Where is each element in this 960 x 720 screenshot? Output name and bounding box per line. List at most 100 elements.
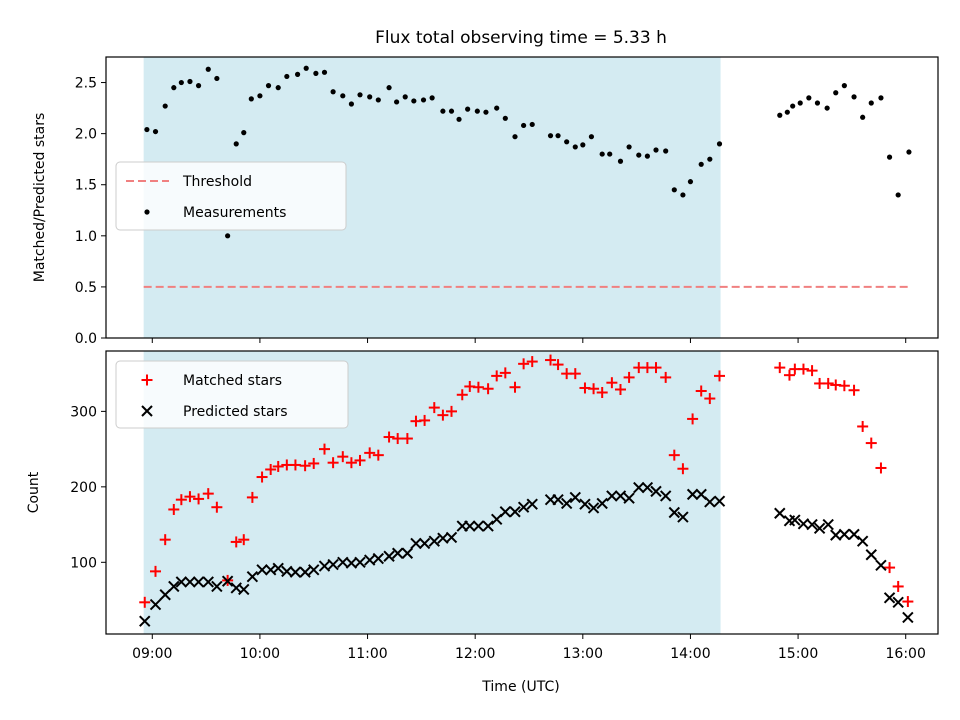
measurement-point	[440, 108, 446, 114]
y-tick-label: 0.5	[75, 280, 97, 296]
matched-star-point	[230, 536, 242, 548]
y-axis-label: Matched/Predicted stars	[32, 113, 48, 283]
matched-star-point	[318, 443, 330, 455]
matched-star-point	[401, 433, 413, 445]
cross-stroke	[401, 547, 414, 559]
predicted-star-point	[596, 497, 608, 510]
matched-star-point	[552, 359, 564, 371]
cross-stroke	[677, 511, 689, 523]
cross-stroke	[256, 564, 268, 576]
predicted-star-point	[410, 537, 422, 550]
measurement-point	[171, 85, 177, 91]
cross-stroke	[139, 615, 151, 627]
measurement-point	[636, 152, 642, 158]
predicted-star-point	[813, 522, 826, 535]
matched-star-point	[884, 562, 896, 574]
measurement-point	[465, 106, 471, 112]
predicted-star-point	[526, 498, 538, 510]
matched-star-point	[211, 501, 223, 513]
cross-stroke	[822, 518, 834, 531]
matched-star-point	[168, 503, 180, 515]
measurement-point	[626, 144, 632, 150]
matched-star-point	[345, 457, 357, 469]
predicted-star-point	[606, 490, 618, 502]
cross-stroke	[318, 560, 331, 572]
x-tick-label: 14:00	[670, 646, 710, 662]
measurement-point	[494, 105, 500, 111]
predicted-star-point	[372, 552, 385, 565]
measurement-point	[833, 90, 839, 96]
measurement-point	[687, 179, 694, 185]
predicted-star-point	[418, 537, 431, 550]
measurement-point	[205, 66, 211, 72]
predicted-star-point	[650, 485, 662, 498]
matched-star-point	[499, 367, 511, 379]
cross-stroke	[354, 556, 366, 569]
predicted-star-point	[272, 562, 284, 575]
measurement-point	[429, 95, 435, 101]
measurement-point	[367, 94, 373, 100]
measurement-point	[529, 121, 535, 128]
y-tick-label: 0.0	[75, 331, 97, 347]
y-tick-label: 200	[70, 480, 97, 496]
legend-measurement-swatch	[144, 209, 150, 215]
measurement-point	[195, 83, 202, 89]
cross-stroke	[633, 481, 645, 494]
cross-stroke	[526, 498, 538, 510]
cross-stroke	[569, 491, 581, 504]
matched-star-point	[446, 405, 458, 417]
predicted-star-point	[139, 615, 151, 627]
matched-star-point	[256, 471, 268, 483]
cross-stroke	[482, 520, 494, 532]
predicted-star-point	[822, 518, 834, 531]
matched-star-point	[364, 447, 376, 459]
y-tick-label: 2.0	[75, 127, 97, 143]
measurement-point	[599, 151, 605, 157]
measurement-point	[483, 109, 489, 115]
x-axis-label: Time (UTC)	[481, 679, 559, 695]
cross-stroke	[383, 550, 395, 562]
matched-star-point	[596, 387, 608, 399]
measurement-point	[420, 97, 427, 103]
cross-stroke	[614, 490, 627, 502]
cross-stroke	[221, 575, 234, 587]
cross-stroke	[168, 580, 180, 593]
matched-star-point	[892, 580, 904, 592]
cross-stroke	[149, 598, 162, 611]
cross-stroke	[668, 506, 681, 519]
cross-stroke	[704, 496, 716, 508]
predicted-star-point	[848, 528, 860, 541]
measurement-point	[448, 108, 455, 114]
measurement-point	[886, 154, 893, 160]
measurement-point	[144, 126, 150, 133]
predicted-star-point	[856, 535, 869, 547]
predicted-star-point	[391, 547, 404, 559]
measurement-point	[402, 94, 408, 100]
matched-star-point	[545, 354, 557, 366]
cross-stroke	[175, 576, 188, 588]
matched-star-point	[354, 454, 366, 466]
measurement-point	[411, 98, 417, 104]
matched-star-point	[704, 393, 716, 405]
predicted-star-point	[569, 491, 581, 504]
y-tick-label: 1.0	[75, 229, 97, 245]
cross-stroke	[464, 520, 476, 532]
predicted-star-point	[149, 598, 162, 611]
measurement-point	[233, 141, 239, 147]
cross-stroke	[192, 576, 205, 588]
measurement-point	[178, 79, 184, 86]
measurement-point	[806, 95, 812, 101]
cross-stroke	[713, 495, 726, 507]
measurement-point	[214, 75, 220, 82]
measurement-point	[607, 151, 613, 157]
measurement-point	[868, 100, 874, 106]
cross-stroke	[472, 520, 485, 532]
cross-stroke	[659, 490, 672, 502]
cross-stroke	[327, 558, 339, 571]
matched-star-point	[491, 370, 503, 382]
cross-stroke	[410, 537, 422, 550]
measurement-point	[564, 139, 570, 145]
cross-stroke	[838, 528, 851, 541]
measurement-point	[321, 69, 328, 75]
predicted-star-point	[789, 514, 801, 526]
